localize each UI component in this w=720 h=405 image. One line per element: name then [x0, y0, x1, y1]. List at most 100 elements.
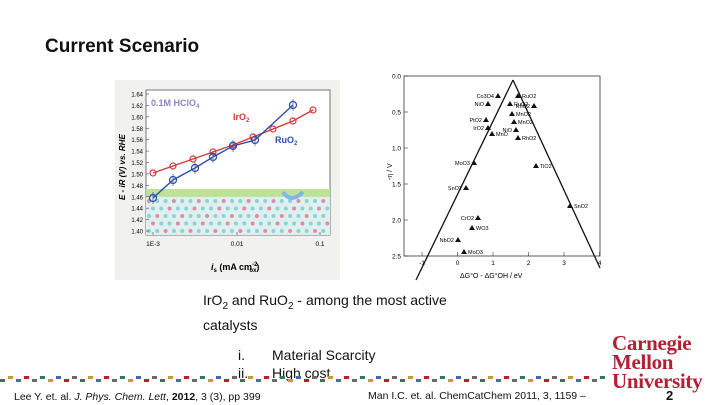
left-y-tick-label: 1.60 [131, 115, 143, 121]
volcano-point [513, 127, 519, 132]
crystal-dots [147, 199, 330, 233]
volcano-point [531, 103, 537, 108]
crystal-dot [271, 214, 276, 218]
footer-tile [272, 379, 277, 382]
left-y-tick-label: 1.44 [131, 207, 143, 213]
volcano-left-line [415, 79, 514, 281]
crystal-dot [196, 229, 201, 233]
right-y-tick-label: 2.0 [392, 218, 401, 225]
crystal-dot [304, 199, 309, 203]
crystal-dot [184, 206, 189, 211]
crystal-dot [263, 214, 268, 218]
left-y-tick-label: 1.54 [131, 150, 143, 156]
logo-line-2: Mellon [612, 350, 674, 374]
reference-left: Lee Y. et. al. J. Phys. Chem. Lett, 2012… [14, 391, 261, 403]
footer-tile [464, 379, 469, 382]
right-y-tick-label: 1.5 [392, 182, 401, 189]
ruo2-point [190, 163, 200, 173]
volcano-point-label: RuO2 [522, 94, 536, 100]
crystal-dot [279, 199, 284, 203]
footer-tile [432, 379, 437, 382]
crystal-dot [151, 206, 155, 211]
volcano-point-label: MnO [496, 132, 509, 138]
crystal-dot [308, 221, 313, 226]
footer-tile [264, 376, 269, 379]
footer-tile [208, 379, 213, 382]
left-y-tick-label: 1.58 [131, 127, 143, 133]
crystal-dot [159, 206, 164, 211]
footer-tile [288, 379, 293, 382]
volcano-point [471, 160, 477, 165]
footer-tile [120, 376, 125, 379]
footer-tile [224, 379, 229, 382]
volcano-point [455, 237, 461, 242]
footer-tile [112, 379, 117, 382]
crystal-dot [313, 229, 317, 233]
footer-tile [384, 379, 389, 382]
crystal-dot [213, 229, 218, 233]
list-item-number: i. [238, 347, 245, 363]
footer-tile [536, 376, 541, 379]
panel-label: 0.1M HClO4 [151, 98, 200, 110]
footer-tile [328, 376, 333, 379]
footer-tile [488, 376, 493, 379]
left-y-tick-label: 1.40 [131, 230, 143, 236]
crystal-dot [205, 229, 210, 233]
volcano-point-label: RhO2 [522, 136, 536, 142]
iro2-point [309, 106, 317, 114]
ruo2-point [228, 141, 238, 151]
footer-tile [32, 379, 37, 382]
crystal-dot [250, 221, 255, 226]
footer-tile [600, 376, 605, 379]
crystal-dot [238, 229, 243, 233]
crystal-dot [296, 199, 301, 203]
crystal-dot [209, 221, 214, 226]
iro2-point [289, 117, 297, 125]
crystal-dot [234, 221, 238, 226]
crystal-dot [254, 199, 259, 203]
volcano-point [485, 125, 491, 130]
crystal-dot [267, 206, 272, 211]
crystal-dot [171, 214, 176, 218]
right-y-tick-label: 0.0 [392, 74, 401, 81]
footer-tile [8, 376, 13, 379]
ruo2-label: RuO2 [275, 135, 298, 147]
left-y-tick-label: 1.50 [131, 172, 143, 178]
footer-tile [344, 376, 349, 379]
crystal-dot [200, 206, 205, 211]
footer-tile [232, 376, 237, 379]
crystal-dot [242, 206, 247, 211]
crystal-dot [175, 221, 180, 226]
crystal-dot [300, 206, 305, 211]
footer-tile [128, 379, 133, 382]
right-y-axis-label: -η / V [387, 163, 394, 180]
ruo2-points [148, 99, 298, 204]
footer-tile [352, 379, 357, 382]
iro2-point [189, 155, 197, 163]
crystal-dot [184, 221, 189, 226]
crystal-dot [225, 206, 230, 211]
iro2-point [269, 125, 277, 133]
footer-tile [280, 376, 285, 379]
right-plot-area [403, 75, 601, 257]
crystal-dot [288, 199, 293, 203]
volcano-point [515, 93, 521, 98]
iro2-point [149, 169, 157, 177]
right-x-ticks: -1 0 1 2 3 4 [419, 252, 602, 267]
volcano-point [507, 101, 513, 106]
crystal-dot [313, 214, 317, 218]
footer-tile [256, 379, 261, 382]
crystal-dot [258, 206, 263, 211]
footer-tile [200, 376, 205, 379]
footer-tile [56, 376, 61, 379]
volcano-point-label: TiO2 [540, 164, 552, 170]
right-chart: 0.0 0.5 1.0 1.5 2.0 2.5 -1 0 1 2 3 4 Co3O4 RuO2 NiO R… [368, 68, 605, 283]
footer-tile [248, 376, 253, 379]
left-x-axis-label: is (mA cm-2 ox) [211, 262, 259, 274]
right-x-tick-label: 2 [527, 260, 531, 267]
crystal-dot [325, 221, 330, 226]
ruo2-point [208, 152, 218, 162]
volcano-point [567, 203, 573, 208]
crystal-dot [180, 214, 185, 218]
